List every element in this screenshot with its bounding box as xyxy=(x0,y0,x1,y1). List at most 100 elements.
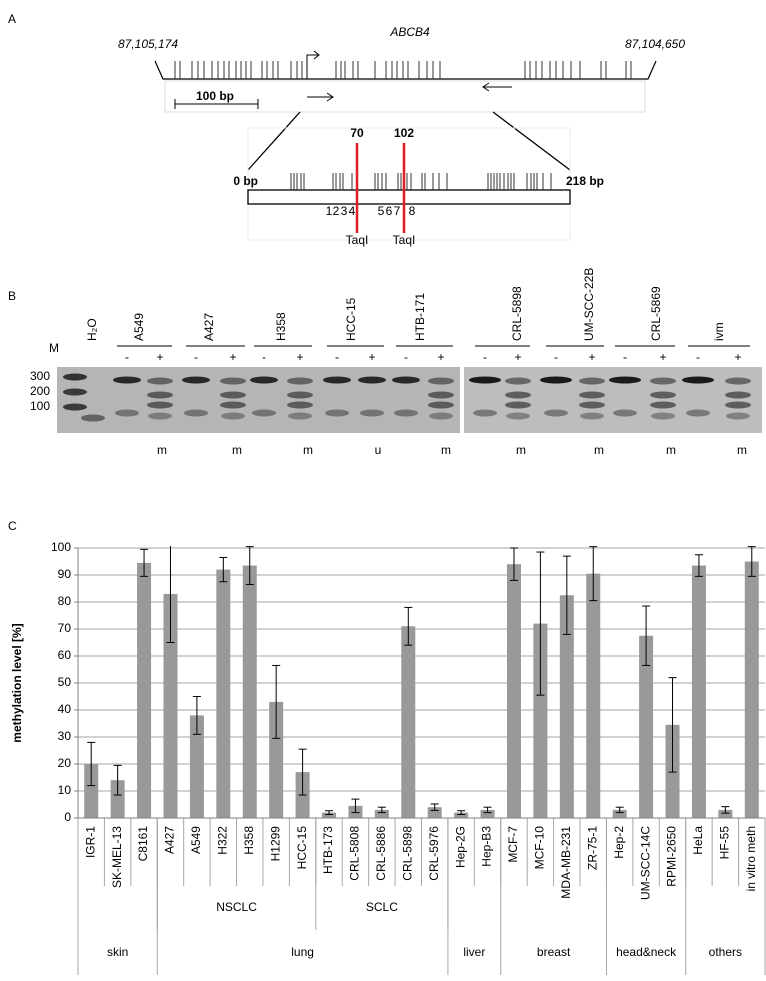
lane-label: A427 xyxy=(202,313,216,341)
x-tick-label: H322 xyxy=(215,826,229,855)
error-bar xyxy=(668,677,677,773)
x-tick-label: HCC-15 xyxy=(295,826,309,870)
gel-band xyxy=(650,401,676,409)
cpg-number: 4 xyxy=(349,204,356,218)
gel-band xyxy=(505,391,531,399)
methylation-status: m xyxy=(232,443,242,457)
error-bar xyxy=(694,554,703,577)
panel-label: C xyxy=(8,519,17,533)
gel-band xyxy=(220,377,246,385)
error-bar xyxy=(298,748,307,796)
x-tick-label: H1299 xyxy=(268,826,282,862)
bar xyxy=(480,809,495,818)
bar xyxy=(110,780,125,818)
lane-label: A549 xyxy=(132,313,146,341)
error-bar xyxy=(721,806,730,814)
gel-band xyxy=(429,412,453,420)
gel-right xyxy=(464,367,762,433)
digest-label: + xyxy=(659,350,666,364)
error-bar xyxy=(377,806,386,814)
zoom-box xyxy=(247,127,571,241)
gel-band xyxy=(579,377,605,385)
error-bar xyxy=(536,551,545,696)
x-tick-label: HeLa xyxy=(691,826,705,855)
error-bar xyxy=(325,810,334,815)
cpg-number: 5 xyxy=(378,204,385,218)
x-tick-label: RPMI-2650 xyxy=(665,826,679,887)
error-bar xyxy=(483,806,492,814)
bar xyxy=(269,701,284,818)
gel-band xyxy=(725,391,751,399)
error-bar xyxy=(747,546,756,577)
y-axis-title: methylation level [%] xyxy=(10,623,24,742)
bar xyxy=(189,715,204,818)
x-tick-label: H358 xyxy=(242,826,256,855)
digest-label: - xyxy=(554,350,558,364)
x-tick-label: in vitro meth xyxy=(744,826,758,891)
error-bar xyxy=(219,556,228,583)
coordinate: 87,104,650 xyxy=(625,37,685,51)
forward-primer xyxy=(307,92,334,102)
lane-label: HTB-171 xyxy=(413,293,427,341)
methylation-status: m xyxy=(594,443,604,457)
x-tick-label: Hep-2G xyxy=(453,826,467,868)
zoom-line xyxy=(247,111,301,171)
x-tick-label: C8161 xyxy=(136,826,150,862)
gel-band xyxy=(650,377,676,385)
error-bar xyxy=(430,803,439,811)
ladder-label: 100 xyxy=(30,399,50,413)
digest-label: - xyxy=(125,350,129,364)
gel-band xyxy=(287,377,313,385)
gel-band xyxy=(650,391,676,399)
gel-band xyxy=(287,391,313,399)
site-position: 70 xyxy=(350,126,364,140)
gel-band xyxy=(252,409,276,417)
panel-label: A xyxy=(8,12,16,26)
region-box xyxy=(164,80,646,113)
digest-label: + xyxy=(156,350,163,364)
ladder-label: 300 xyxy=(30,369,50,383)
bar xyxy=(322,812,337,818)
gel-band xyxy=(428,401,454,409)
subgroup-label: SCLC xyxy=(366,900,398,914)
digest-label: + xyxy=(588,350,595,364)
amplicon-box xyxy=(247,189,571,205)
lane-label: ivm xyxy=(712,322,726,341)
methylation-status: m xyxy=(516,443,526,457)
error-bar xyxy=(404,606,413,646)
error-bar xyxy=(113,764,122,796)
x-tick-label: A549 xyxy=(189,826,203,854)
x-tick-label: CRL-5976 xyxy=(427,826,441,881)
lane-label: CRL-5898 xyxy=(510,286,524,341)
gel-band xyxy=(613,409,637,417)
cpg-number: 2 xyxy=(333,204,340,218)
bar xyxy=(506,564,521,818)
gel-band xyxy=(220,391,246,399)
digest-label: - xyxy=(194,350,198,364)
gel-band xyxy=(579,391,605,399)
lane-label: H₂O xyxy=(85,318,99,341)
gel-band xyxy=(686,409,710,417)
enzyme-label: TaqI xyxy=(393,233,416,247)
x-tick-label: MDA-MB-231 xyxy=(559,826,573,899)
digest-label: + xyxy=(229,350,236,364)
x-tick-label: MCF-10 xyxy=(533,826,547,870)
bar xyxy=(374,809,389,818)
error-bar xyxy=(192,696,201,735)
gel-band xyxy=(184,409,208,417)
gel-band xyxy=(147,401,173,409)
digest-label: + xyxy=(437,350,444,364)
x-tick-label: SK-MEL-13 xyxy=(110,826,124,888)
reverse-primer xyxy=(482,82,512,92)
gel-band xyxy=(469,376,501,384)
y-tick-label: 10 xyxy=(58,783,72,797)
bar xyxy=(744,561,759,818)
site-position: 102 xyxy=(394,126,414,140)
bar xyxy=(401,626,416,818)
lane-label: HCC-15 xyxy=(344,297,358,341)
marker-label: M xyxy=(49,341,59,355)
gel-band xyxy=(428,377,454,385)
bar xyxy=(84,764,99,818)
gel-band xyxy=(221,412,245,420)
x-tick-label: HF-55 xyxy=(718,826,732,860)
